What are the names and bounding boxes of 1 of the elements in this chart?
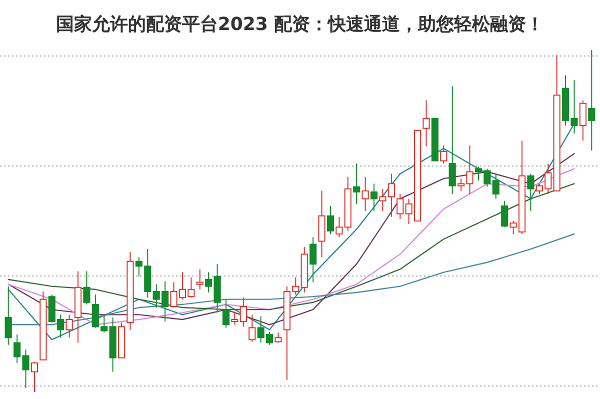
title: 国家允许的配资平台2023 配资：快速通道，助您轻松融资！ <box>56 14 544 35</box>
